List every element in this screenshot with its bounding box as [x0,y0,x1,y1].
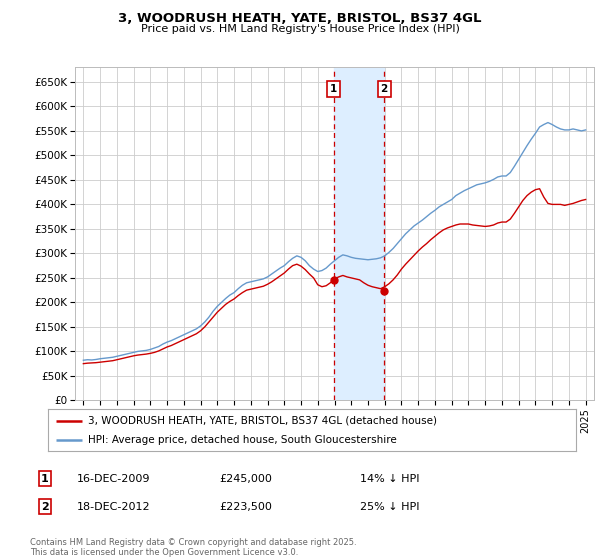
Text: 2: 2 [380,84,388,94]
Text: 2: 2 [41,502,49,512]
Text: Price paid vs. HM Land Registry's House Price Index (HPI): Price paid vs. HM Land Registry's House … [140,24,460,34]
Text: 18-DEC-2012: 18-DEC-2012 [77,502,151,512]
Text: £245,000: £245,000 [220,474,272,484]
Text: 16-DEC-2009: 16-DEC-2009 [77,474,151,484]
Text: 3, WOODRUSH HEATH, YATE, BRISTOL, BS37 4GL: 3, WOODRUSH HEATH, YATE, BRISTOL, BS37 4… [118,12,482,25]
Text: 1: 1 [41,474,49,484]
Text: 1: 1 [330,84,337,94]
Text: 3, WOODRUSH HEATH, YATE, BRISTOL, BS37 4GL (detached house): 3, WOODRUSH HEATH, YATE, BRISTOL, BS37 4… [88,416,437,426]
Bar [334,67,384,400]
Text: 25% ↓ HPI: 25% ↓ HPI [360,502,419,512]
Text: £223,500: £223,500 [220,502,272,512]
Text: Contains HM Land Registry data © Crown copyright and database right 2025.
This d: Contains HM Land Registry data © Crown c… [30,538,356,557]
Text: HPI: Average price, detached house, South Gloucestershire: HPI: Average price, detached house, Sout… [88,435,397,445]
Text: 14% ↓ HPI: 14% ↓ HPI [360,474,419,484]
